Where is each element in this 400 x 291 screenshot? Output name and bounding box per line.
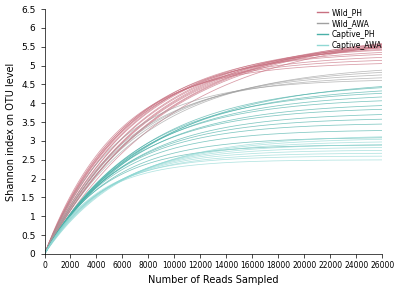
Legend: Wild_PH, Wild_AWA, Captive_PH, Captive_AWA: Wild_PH, Wild_AWA, Captive_PH, Captive_A… bbox=[317, 8, 382, 50]
Y-axis label: Shannon index on OTU level: Shannon index on OTU level bbox=[6, 62, 16, 200]
X-axis label: Number of Reads Sampled: Number of Reads Sampled bbox=[148, 276, 279, 285]
